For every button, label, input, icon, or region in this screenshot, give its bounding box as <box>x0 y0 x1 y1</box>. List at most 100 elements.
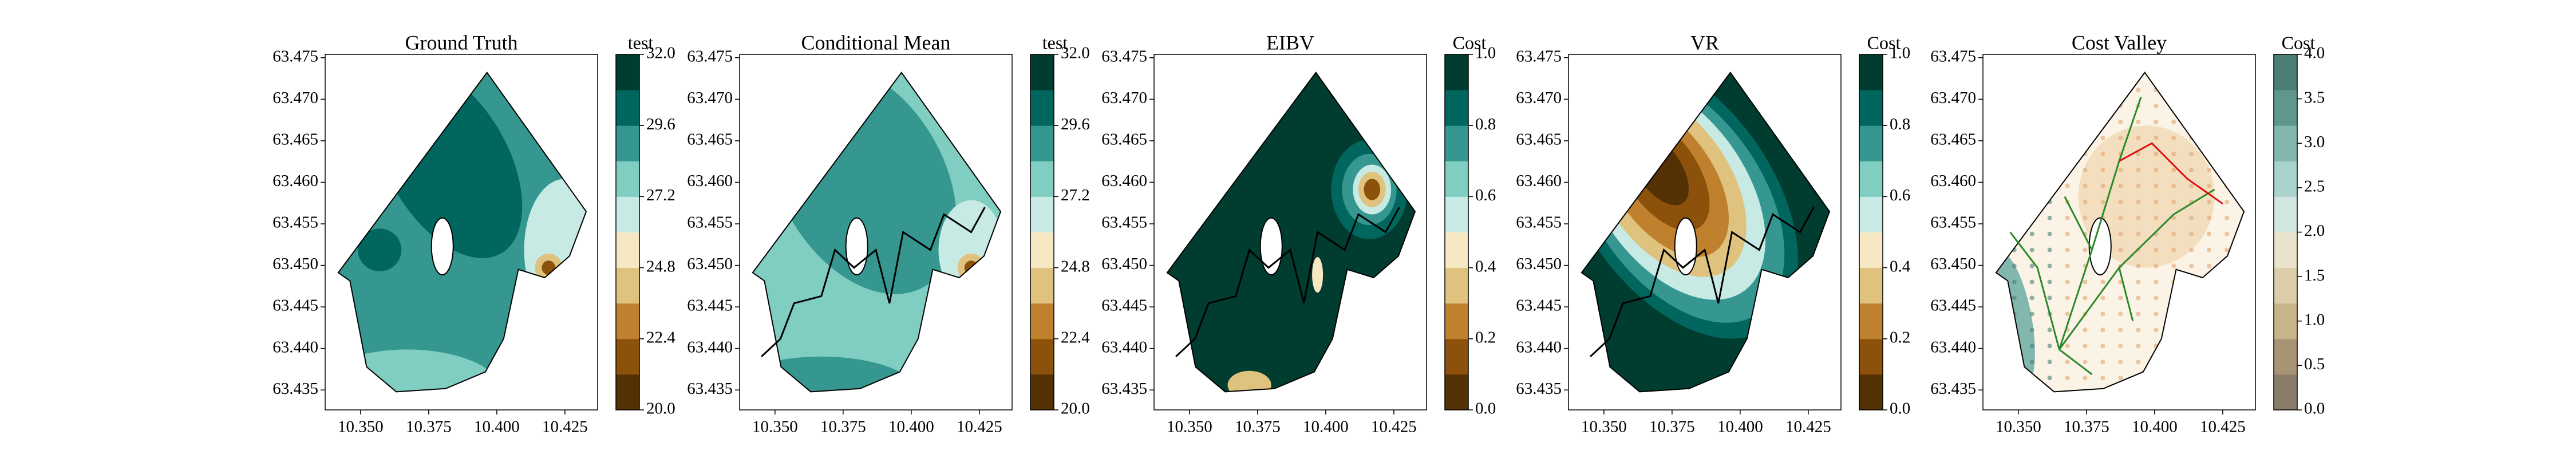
y-tick-label: 63.435 <box>1101 380 1147 398</box>
colorbar-bin <box>1445 374 1468 410</box>
x-tick-label: 10.350 <box>1996 418 2041 436</box>
colorbar-tick-label: 24.8 <box>1061 257 1090 275</box>
x-tick-label: 10.400 <box>1717 418 1763 436</box>
cost-dot <box>2136 199 2141 204</box>
y-tick-label: 63.445 <box>1930 297 1976 315</box>
cost-dot <box>2207 215 2212 220</box>
cost-dot <box>2136 360 2141 365</box>
cost-dot <box>2171 215 2176 220</box>
cost-dot <box>2225 279 2230 285</box>
x-tick-label: 10.350 <box>338 418 384 436</box>
cost-dot <box>2171 104 2176 109</box>
contour-region <box>358 228 402 271</box>
cost-dot <box>2065 231 2070 236</box>
colorbar-bin <box>616 90 639 126</box>
cost-dot <box>2083 327 2088 333</box>
cost-dot <box>2012 104 2017 109</box>
cost-dot <box>2171 135 2176 140</box>
y-tick-label: 63.470 <box>1101 89 1147 107</box>
path-line <box>1175 207 1400 357</box>
cost-dot <box>2065 183 2070 188</box>
y-tick-label: 63.475 <box>687 47 733 65</box>
cost-dot <box>2189 215 2194 220</box>
cost-dot <box>2154 295 2159 301</box>
cost-dot <box>2118 344 2123 349</box>
cost-dot <box>2171 247 2176 252</box>
cost-dot <box>2154 392 2158 396</box>
cost-dot <box>2100 88 2105 93</box>
cost-dot <box>2065 344 2070 349</box>
panel: VR 10.350 10.375 10.400 10.425 63.435 63.440 63… <box>1516 31 1911 436</box>
cost-dot <box>2225 119 2230 124</box>
cost-dot <box>2047 104 2052 109</box>
colorbar-tick-label: 24.8 <box>646 257 675 275</box>
cost-dot <box>2012 360 2017 365</box>
cost-dot <box>2225 151 2230 156</box>
y-tick-label: 63.455 <box>1930 214 1976 232</box>
cost-dot <box>1996 183 1999 188</box>
y-tick-label: 63.465 <box>272 131 318 149</box>
colorbar-bin <box>616 196 639 232</box>
cost-dot <box>2136 295 2141 301</box>
cost-dot <box>1994 392 1999 396</box>
panel: Conditional Mean 10.350 10.375 10.400 10.425… <box>687 31 1090 436</box>
cost-dot <box>2225 199 2230 204</box>
cost-dot <box>2207 231 2212 236</box>
cost-dot <box>2065 247 2070 252</box>
colorbar-bin <box>1445 161 1468 197</box>
y-tick-label: 63.465 <box>1516 131 1562 149</box>
cost-dot <box>2136 135 2141 140</box>
cost-dot <box>2012 119 2017 124</box>
y-tick-label: 63.445 <box>687 297 733 315</box>
cost-dot <box>2029 247 2034 252</box>
cost-dot <box>2118 311 2123 317</box>
cost-dot <box>2225 135 2230 140</box>
cost-dot <box>2207 88 2212 93</box>
colorbar-bin <box>1859 303 1883 339</box>
cost-dot <box>2065 167 2070 172</box>
cost-dot <box>2136 88 2141 93</box>
cost-dot <box>2012 183 2017 188</box>
cost-dot <box>2225 392 2229 396</box>
cost-dot <box>1996 88 1999 93</box>
colorbar-tick-label: 0.4 <box>1475 257 1496 275</box>
cost-dot <box>2029 231 2034 236</box>
cost-dot <box>2029 263 2034 269</box>
cost-dot <box>2136 231 2141 236</box>
cost-dot <box>2047 376 2052 381</box>
cost-dot <box>2083 199 2088 204</box>
y-tick-label: 63.455 <box>272 214 318 232</box>
y-tick-label: 63.465 <box>1101 131 1147 149</box>
colorbar-tick-label: 1.0 <box>2304 310 2325 329</box>
cost-dot <box>1996 344 1999 349</box>
colorbar-bin <box>2274 54 2297 90</box>
cost-dot <box>2047 344 2052 349</box>
colorbar-bin <box>1030 161 1054 197</box>
colorbar-bin <box>616 232 639 269</box>
cost-dot <box>2154 151 2159 156</box>
colorbar-tick-label: 1.5 <box>2304 266 2325 285</box>
cost-dot <box>2029 311 2034 317</box>
chart-title: Conditional Mean <box>801 31 951 54</box>
rrt-branch <box>2059 349 2093 376</box>
cost-dot <box>2118 392 2123 396</box>
cost-dot <box>2189 279 2194 285</box>
cost-dot <box>2225 215 2230 220</box>
cost-dot <box>2207 295 2212 301</box>
cost-dot <box>1996 295 1999 301</box>
chart-title: EIBV <box>1266 31 1314 54</box>
cost-dot <box>1996 151 1999 156</box>
colorbar-bin <box>2274 125 2297 161</box>
colorbar-bin <box>1030 196 1054 232</box>
y-tick-label: 63.435 <box>1516 380 1562 398</box>
colorbar-tick-label: 0.4 <box>1890 257 1911 275</box>
colorbar-tick-label: 32.0 <box>646 44 675 62</box>
cost-dot <box>2207 311 2212 317</box>
y-tick-label: 63.440 <box>1516 338 1562 356</box>
contour-region <box>2078 125 2215 268</box>
cost-dot <box>2189 360 2194 365</box>
cost-dot <box>2100 135 2105 140</box>
colorbar-tick-label: 27.2 <box>646 186 675 204</box>
cost-dot <box>2100 360 2105 365</box>
cost-dot <box>2029 88 2034 93</box>
